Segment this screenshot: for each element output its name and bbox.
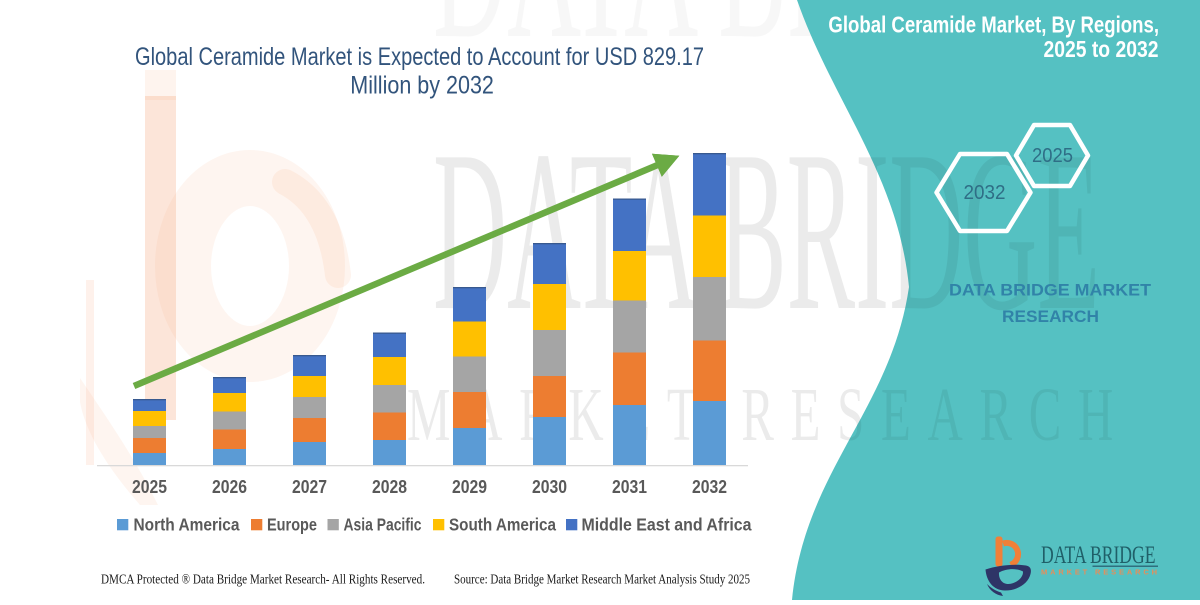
svg-text:Asia Pacific: Asia Pacific bbox=[344, 515, 422, 535]
svg-text:2031: 2031 bbox=[612, 477, 647, 497]
svg-text:DMCA Protected ® Data Bridge M: DMCA Protected ® Data Bridge Market Rese… bbox=[101, 573, 425, 588]
svg-text:DATA BRIDGE MARKET: DATA BRIDGE MARKET bbox=[949, 281, 1152, 300]
svg-text:2032: 2032 bbox=[692, 477, 727, 497]
svg-text:North America: North America bbox=[134, 515, 240, 535]
svg-text:Source: Data Bridge Market Res: Source: Data Bridge Market Research Mark… bbox=[454, 573, 750, 588]
svg-text:2030: 2030 bbox=[532, 477, 567, 497]
svg-text:MARKET RESEARCH: MARKET RESEARCH bbox=[1041, 568, 1157, 577]
svg-text:Global Ceramide Market is Expe: Global Ceramide Market is Expected to Ac… bbox=[135, 43, 704, 71]
svg-text:2026: 2026 bbox=[212, 477, 247, 497]
svg-text:DATA BRIDGE: DATA BRIDGE bbox=[1041, 542, 1156, 569]
svg-text:Million by 2032: Million by 2032 bbox=[350, 72, 494, 100]
svg-text:RESEARCH: RESEARCH bbox=[1002, 307, 1099, 326]
svg-text:2027: 2027 bbox=[292, 477, 327, 497]
svg-text:2028: 2028 bbox=[372, 477, 407, 497]
svg-text:South America: South America bbox=[449, 515, 556, 535]
svg-text:2025: 2025 bbox=[1032, 145, 1073, 167]
svg-text:2032: 2032 bbox=[964, 182, 1006, 204]
svg-text:2025: 2025 bbox=[132, 477, 167, 497]
svg-text:2029: 2029 bbox=[452, 477, 487, 497]
svg-text:Middle East and Africa: Middle East and Africa bbox=[582, 515, 752, 535]
svg-text:2025 to 2032: 2025 to 2032 bbox=[1044, 36, 1159, 62]
svg-text:Global Ceramide Market, By Reg: Global Ceramide Market, By Regions, bbox=[828, 11, 1159, 37]
svg-text:Europe: Europe bbox=[267, 515, 317, 535]
